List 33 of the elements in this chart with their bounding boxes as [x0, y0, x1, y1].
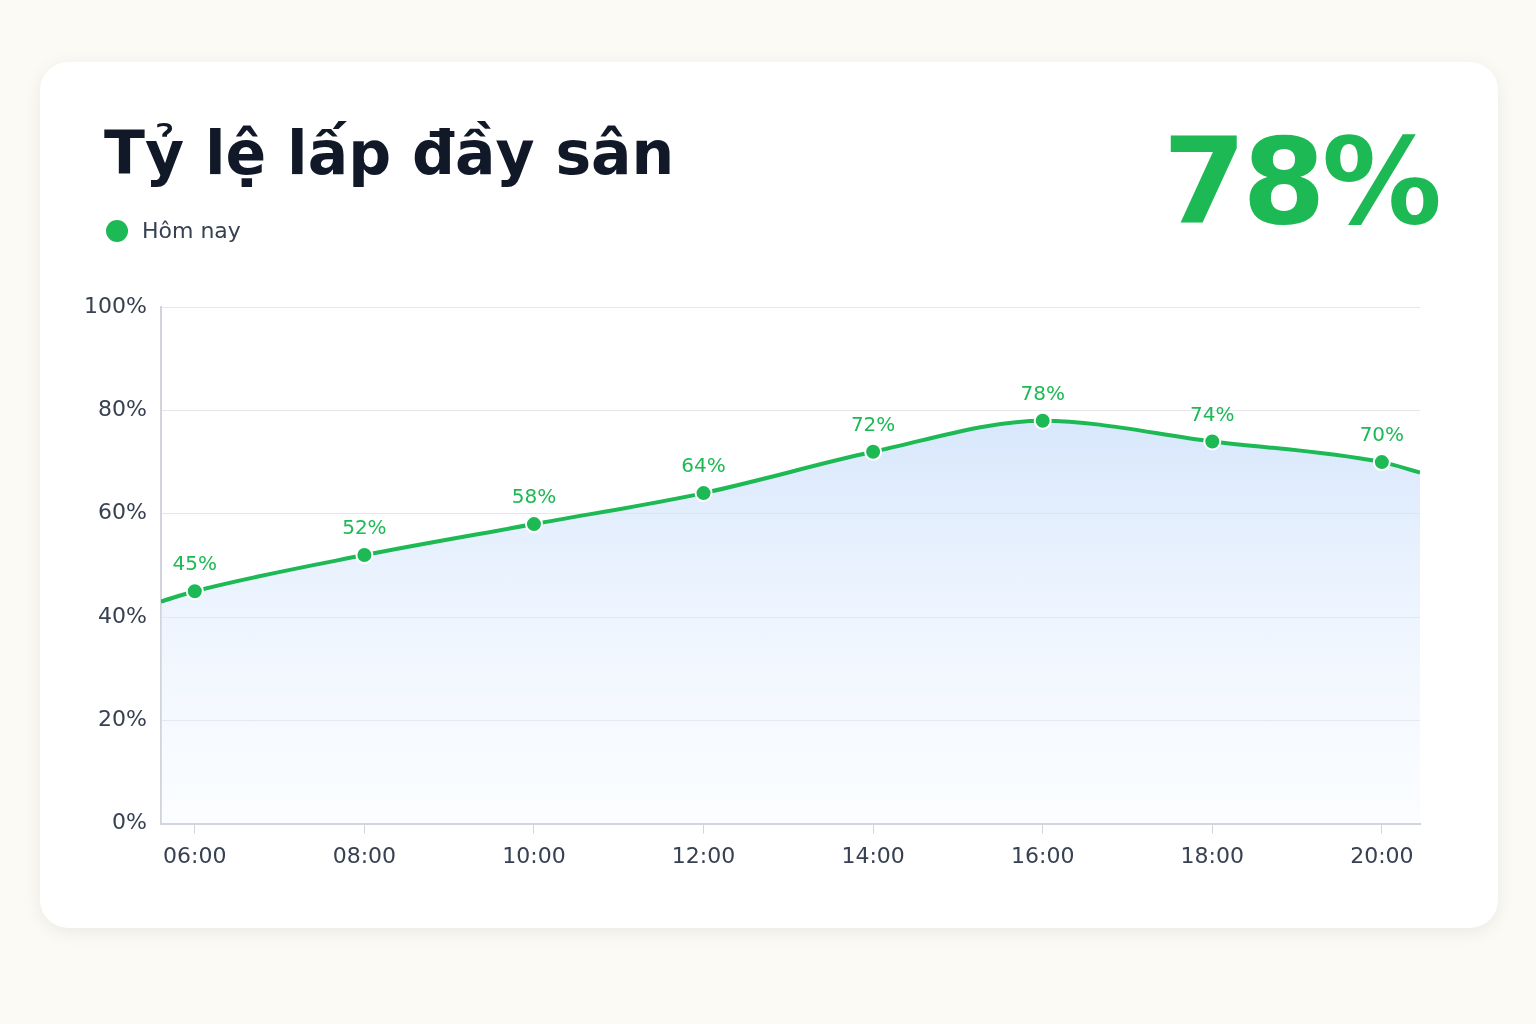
point — [185, 582, 204, 601]
y-tick-label: 40% — [97, 602, 147, 628]
y-tick-label: 60% — [97, 499, 147, 525]
chart-title: Tỷ lệ lấp đầy sân — [104, 118, 675, 188]
point — [1372, 453, 1391, 472]
x-tick-label: 20:00 — [1350, 842, 1414, 868]
x-tick-label: 18:00 — [1180, 842, 1244, 868]
data-label: 70% — [1359, 422, 1405, 447]
x-tick-label: 06:00 — [163, 842, 227, 868]
text: 78% — [1162, 112, 1438, 251]
point — [1033, 411, 1052, 430]
point — [1203, 432, 1222, 451]
y-tick-label: 80% — [97, 396, 147, 422]
data-label: 58% — [511, 484, 557, 509]
data-label: 74% — [1190, 401, 1235, 426]
x-tick-label: 16:00 — [1010, 842, 1075, 868]
data-label: 52% — [342, 515, 387, 540]
x-tick-label: 12:00 — [671, 842, 736, 868]
data-label: 72% — [850, 412, 896, 436]
point — [524, 515, 543, 534]
data-label: 64% — [681, 453, 726, 478]
point — [864, 442, 883, 461]
x-tick-label: 08:00 — [332, 842, 397, 868]
legend-label: Hôm nay — [142, 218, 241, 243]
x-tick-label: 14:00 — [841, 842, 905, 868]
x-tick-label: 10:00 — [502, 842, 566, 868]
point — [694, 484, 713, 503]
y-tick-label: 100% — [83, 292, 147, 318]
y-tick-label: 0% — [111, 809, 147, 835]
data-label: 78% — [1020, 381, 1065, 406]
data-label: 45% — [172, 551, 218, 576]
point — [355, 546, 374, 565]
y-tick-label: 20% — [97, 706, 147, 732]
